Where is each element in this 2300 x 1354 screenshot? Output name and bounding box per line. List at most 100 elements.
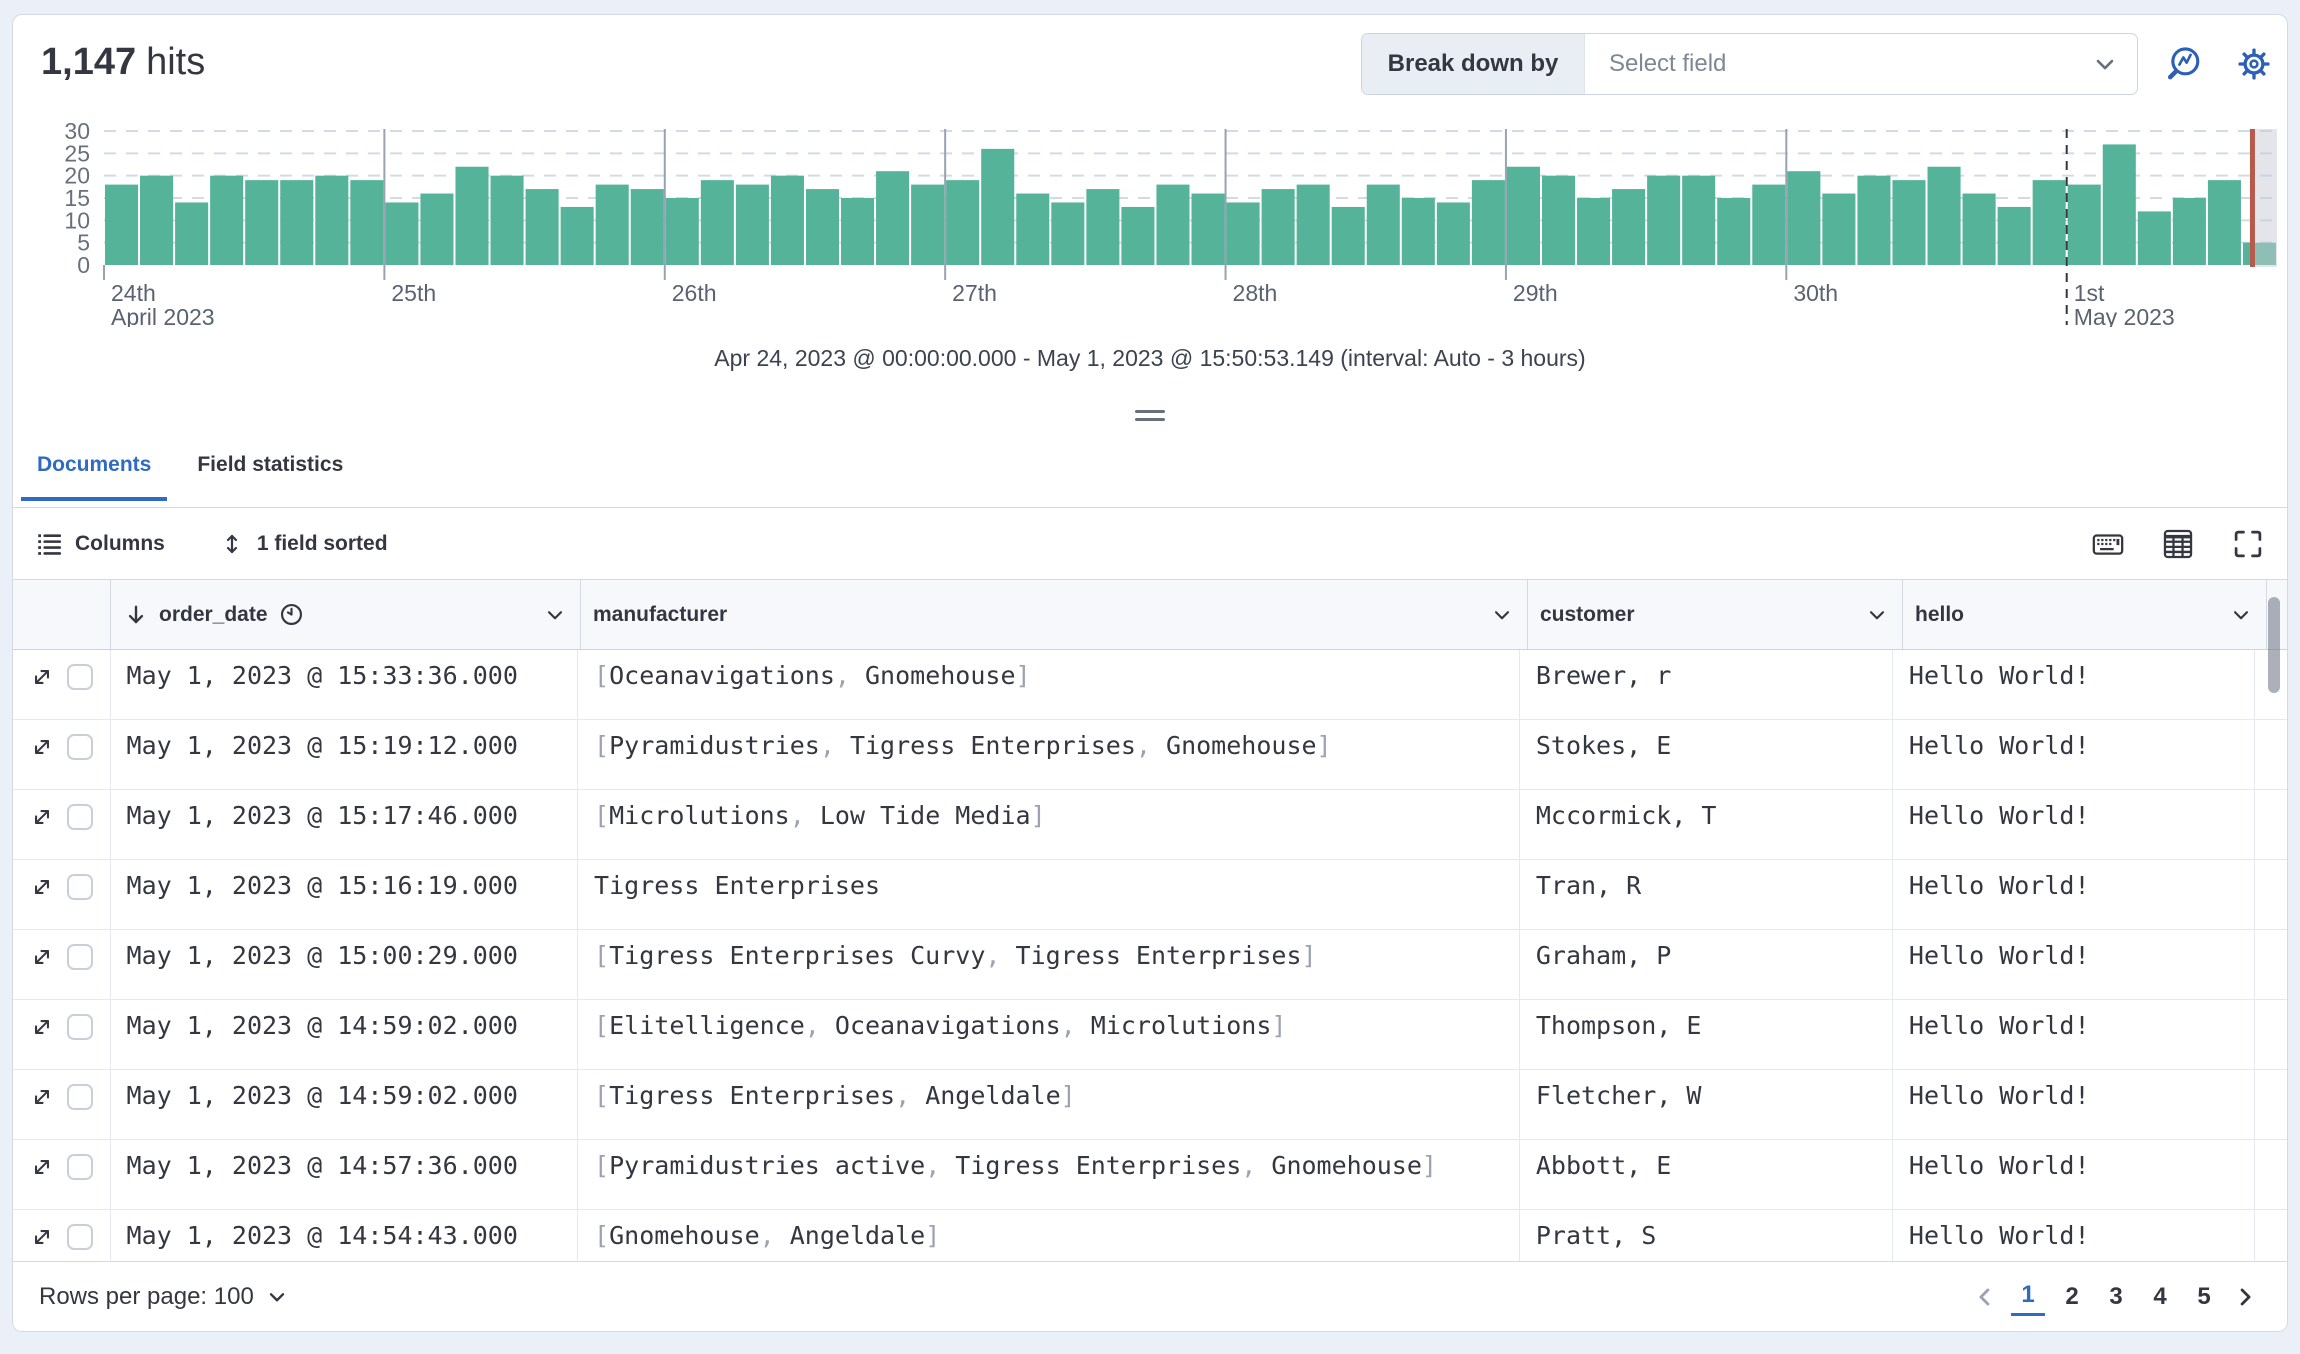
histogram-bar[interactable] [1261, 189, 1295, 265]
histogram-bar[interactable] [595, 184, 629, 265]
histogram-bar[interactable] [1331, 206, 1365, 265]
sorted-fields-button[interactable]: 1 field sorted [219, 530, 388, 558]
histogram-bar[interactable] [245, 180, 279, 265]
histogram-bar[interactable] [525, 189, 559, 265]
header-order-date[interactable]: order_date [111, 580, 581, 649]
histogram-bar[interactable] [490, 175, 524, 265]
histogram-bar[interactable] [315, 175, 349, 265]
histogram-bar[interactable] [1962, 193, 1996, 265]
histogram-bar[interactable] [455, 166, 489, 265]
row-checkbox[interactable] [67, 944, 93, 970]
histogram-bar[interactable] [1787, 171, 1821, 265]
histogram-bar[interactable] [1892, 180, 1926, 265]
histogram-bar[interactable] [1296, 184, 1330, 265]
histogram-bar[interactable] [1226, 202, 1260, 265]
header-customer[interactable]: customer [1528, 580, 1903, 649]
histogram-bar[interactable] [630, 189, 664, 265]
histogram-bar[interactable] [841, 198, 875, 265]
histogram-bar[interactable] [210, 175, 244, 265]
histogram-bar[interactable] [1717, 198, 1751, 265]
page-button-4[interactable]: 4 [2153, 1282, 2167, 1310]
expand-row-button[interactable] [29, 944, 55, 970]
columns-button[interactable]: Columns [35, 530, 165, 558]
histogram-bar[interactable] [1612, 189, 1646, 265]
histogram-bar[interactable] [2032, 180, 2066, 265]
expand-row-button[interactable] [29, 664, 55, 690]
histogram-bar[interactable] [1401, 198, 1435, 265]
histogram-bar[interactable] [420, 193, 454, 265]
histogram-bar[interactable] [140, 175, 174, 265]
rows-per-page-button[interactable]: Rows per page: 100 [39, 1283, 290, 1311]
expand-row-button[interactable] [29, 874, 55, 900]
histogram-bar[interactable] [911, 184, 945, 265]
breakdown-select[interactable]: Select field [1585, 34, 2137, 94]
expand-row-button[interactable] [29, 1084, 55, 1110]
tab-field-statistics[interactable]: Field statistics [197, 453, 344, 476]
histogram-bar[interactable] [1997, 206, 2031, 265]
histogram-bar[interactable] [385, 202, 419, 265]
expand-row-button[interactable] [29, 1154, 55, 1180]
histogram-bar[interactable] [1016, 193, 1050, 265]
histogram-bar[interactable] [1927, 166, 1961, 265]
tab-documents[interactable]: Documents [21, 443, 168, 501]
histogram-bar[interactable] [700, 180, 734, 265]
expand-row-button[interactable] [29, 1014, 55, 1040]
expand-row-button[interactable] [29, 734, 55, 760]
histogram-bar[interactable] [770, 175, 804, 265]
histogram-bar[interactable] [105, 184, 139, 265]
header-manufacturer[interactable]: manufacturer [581, 580, 1528, 649]
histogram-bar[interactable] [175, 202, 209, 265]
histogram-bar[interactable] [1506, 166, 1540, 265]
histogram-bar[interactable] [946, 180, 980, 265]
keyboard-shortcuts-button[interactable] [2091, 527, 2125, 561]
settings-button[interactable] [2231, 41, 2277, 87]
display-options-button[interactable] [2161, 527, 2195, 561]
histogram-bar[interactable] [2172, 198, 2206, 265]
expand-row-button[interactable] [29, 1224, 55, 1250]
histogram-bar[interactable] [1471, 180, 1505, 265]
page-button-1[interactable]: 1 [2011, 1277, 2045, 1316]
chevron-down-icon[interactable] [1489, 602, 1515, 628]
row-checkbox[interactable] [67, 804, 93, 830]
expand-row-button[interactable] [29, 804, 55, 830]
histogram-bar[interactable] [2137, 211, 2171, 265]
histogram-bar[interactable] [1436, 202, 1470, 265]
row-checkbox[interactable] [67, 1084, 93, 1110]
histogram-bar[interactable] [1191, 193, 1225, 265]
histogram-bar[interactable] [1682, 175, 1716, 265]
histogram-bar[interactable] [1647, 175, 1681, 265]
vertical-scrollbar[interactable] [2268, 597, 2280, 693]
histogram-bar[interactable] [1051, 202, 1085, 265]
chevron-down-icon[interactable] [1864, 602, 1890, 628]
chart-resize-handle[interactable] [1127, 401, 1173, 430]
histogram-bar[interactable] [560, 206, 594, 265]
histogram-bar[interactable] [735, 184, 769, 265]
histogram-bar[interactable] [665, 198, 699, 265]
histogram-bar[interactable] [981, 148, 1015, 265]
histogram-bar[interactable] [350, 180, 384, 265]
next-page-button[interactable] [2231, 1282, 2261, 1312]
chevron-down-icon[interactable] [2228, 602, 2254, 628]
histogram-bar[interactable] [876, 171, 910, 265]
header-hello[interactable]: hello [1903, 580, 2267, 649]
inspect-chart-button[interactable] [2161, 41, 2207, 87]
histogram-bar[interactable] [1366, 184, 1400, 265]
row-checkbox[interactable] [67, 664, 93, 690]
histogram-bar[interactable] [1086, 189, 1120, 265]
row-checkbox[interactable] [67, 1224, 93, 1250]
chevron-down-icon[interactable] [542, 602, 568, 628]
histogram-bar[interactable] [1541, 175, 1576, 265]
histogram-bar[interactable] [2102, 144, 2136, 265]
histogram-bar[interactable] [1577, 198, 1611, 265]
histogram-bar[interactable] [1857, 175, 1891, 265]
histogram-bar[interactable] [805, 189, 840, 265]
page-button-2[interactable]: 2 [2065, 1282, 2079, 1310]
row-checkbox[interactable] [67, 874, 93, 900]
previous-page-button[interactable] [1971, 1282, 2001, 1312]
histogram-bar[interactable] [2067, 184, 2101, 265]
histogram-bar[interactable] [1121, 206, 1155, 265]
histogram-bar[interactable] [1822, 193, 1856, 265]
page-button-5[interactable]: 5 [2197, 1282, 2211, 1310]
row-checkbox[interactable] [67, 1014, 93, 1040]
fullscreen-button[interactable] [2231, 527, 2265, 561]
